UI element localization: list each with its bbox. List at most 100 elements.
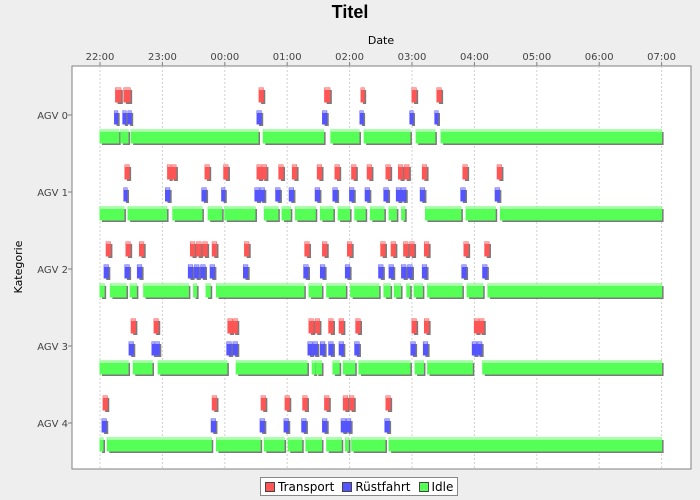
bar-highlight — [349, 188, 354, 190]
bar-transport — [397, 164, 404, 180]
bar-transport — [347, 241, 353, 257]
bar-highlight — [335, 165, 340, 167]
bar-highlight — [462, 165, 468, 167]
bar-transport — [211, 395, 217, 411]
bar-highlight — [406, 284, 410, 286]
legend-swatch — [265, 481, 275, 492]
bar-highlight — [315, 319, 320, 321]
bar-transport — [171, 164, 177, 180]
bar-highlight — [398, 165, 403, 167]
bar-transport — [385, 164, 391, 180]
bar-highlight — [131, 130, 259, 132]
bar-highlight — [262, 165, 267, 167]
bar-transport — [102, 395, 108, 411]
bar-highlight — [427, 361, 473, 363]
bar-highlight — [257, 165, 262, 167]
bar-transport — [411, 318, 417, 334]
bar-highlight — [100, 130, 119, 132]
bar-highlight — [464, 242, 469, 244]
bar-highlight — [172, 207, 202, 209]
bar-highlight — [110, 284, 126, 286]
x-tick-label: 07:00 — [647, 52, 676, 63]
bar-highlight — [128, 111, 132, 113]
bar-transport — [360, 87, 365, 103]
bar-highlight — [495, 188, 500, 190]
bar-highlight — [423, 342, 428, 344]
bar-highlight — [497, 165, 502, 167]
legend-item-transport: Transport — [265, 480, 334, 494]
bar-highlight — [472, 342, 477, 344]
bar-highlight — [339, 319, 344, 321]
bar-transport — [380, 241, 386, 257]
bar-highlight — [201, 188, 207, 190]
bar-highlight — [474, 319, 479, 321]
bar-highlight — [295, 207, 316, 209]
bar-highlight — [354, 342, 359, 344]
bar-highlight — [365, 188, 370, 190]
bar-highlight — [416, 130, 435, 132]
bar-highlight — [500, 207, 662, 209]
bar-transport — [130, 318, 136, 334]
bar-highlight — [317, 165, 322, 167]
bar-highlight — [328, 319, 333, 321]
bar-transport — [390, 241, 396, 257]
bar-highlight — [100, 284, 105, 286]
bar-highlight — [425, 207, 461, 209]
bar-highlight — [424, 319, 429, 321]
bar-highlight — [422, 265, 427, 267]
x-tick-label: 02:00 — [335, 52, 364, 63]
bar-highlight — [328, 342, 333, 344]
bar-transport — [244, 241, 250, 257]
x-tick-label: 22:00 — [86, 52, 115, 63]
bar-highlight — [309, 319, 314, 321]
bar-highlight — [436, 88, 442, 90]
bar-highlight — [289, 188, 294, 190]
y-tick-label: AGV 3 — [37, 342, 68, 353]
bar-transport — [496, 164, 502, 180]
bar-highlight — [167, 165, 171, 167]
bar-highlight — [102, 419, 107, 421]
bar-highlight — [216, 438, 261, 440]
bar-highlight — [216, 284, 304, 286]
bar-highlight — [367, 165, 372, 167]
bar-highlight — [193, 284, 197, 286]
bar-highlight — [441, 130, 662, 132]
bar-highlight — [338, 207, 350, 209]
bar-transport — [349, 395, 355, 411]
bar-transport — [423, 241, 430, 257]
bar-highlight — [233, 319, 238, 321]
bar-highlight — [210, 265, 215, 267]
bar-transport — [123, 87, 131, 103]
bar-transport — [479, 318, 485, 334]
bar-highlight — [244, 242, 249, 244]
bar-highlight — [401, 265, 406, 267]
bar-highlight — [316, 361, 322, 363]
bar-highlight — [263, 130, 324, 132]
bar-highlight — [236, 361, 307, 363]
bar-transport — [261, 164, 267, 180]
bar-transport — [334, 164, 340, 180]
bar-highlight — [278, 165, 284, 167]
legend-swatch — [342, 481, 353, 492]
bar-highlight — [389, 207, 397, 209]
bar-highlight — [330, 130, 359, 132]
bar-highlight — [120, 130, 129, 132]
bar-transport — [324, 87, 331, 103]
bar-transport — [385, 395, 391, 411]
legend-item-ruestfahrt: Rüstfahrt — [342, 480, 411, 494]
bar-highlight — [288, 438, 302, 440]
bar-transport — [403, 241, 409, 257]
bar-transport — [260, 395, 266, 411]
bar-highlight — [133, 361, 152, 363]
bar-highlight — [355, 319, 360, 321]
bar-highlight — [401, 188, 406, 190]
bar-transport — [204, 164, 210, 180]
bar-highlight — [264, 438, 285, 440]
y-tick-label: AGV 0 — [37, 111, 68, 122]
bar-highlight — [103, 396, 108, 398]
bar-highlight — [354, 207, 366, 209]
bar-highlight — [420, 188, 425, 190]
bar-transport — [316, 164, 323, 180]
bar-highlight — [383, 284, 391, 286]
bar-highlight — [404, 165, 409, 167]
